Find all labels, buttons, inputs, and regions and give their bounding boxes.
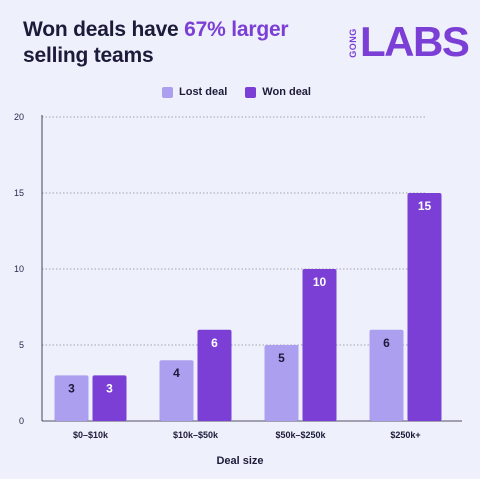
- bar-won: [302, 269, 337, 421]
- title-part1: Won deals have: [23, 18, 185, 41]
- data-label-lost: 4: [173, 366, 180, 380]
- data-label-lost: 3: [68, 381, 75, 395]
- title-accent: 67% larger: [184, 18, 289, 41]
- chart-title: Won deals have 67% larger selling teams: [23, 17, 289, 69]
- y-tick-label: 0: [19, 416, 24, 426]
- data-label-lost: 6: [383, 336, 390, 350]
- x-tick-label: $10k–$50k: [173, 430, 219, 440]
- x-axis-label: Deal size: [216, 455, 264, 467]
- y-tick-label: 15: [14, 188, 24, 198]
- data-label-won: 10: [313, 275, 327, 289]
- logo-text: LABS: [360, 18, 470, 65]
- legend-label-won: Won deal: [262, 86, 311, 98]
- gong-labs-logo: GONG LABS: [342, 20, 470, 64]
- x-tick-label: $250k+: [390, 430, 420, 440]
- y-tick-label: 20: [14, 112, 24, 122]
- bar-lost: [159, 360, 194, 421]
- bar-lost: [369, 329, 404, 421]
- legend-item-won: Won deal: [245, 86, 311, 98]
- data-label-won: 15: [418, 199, 432, 213]
- bar-won: [197, 329, 232, 421]
- bar-lost: [54, 375, 89, 421]
- legend-item-lost: Lost deal: [162, 86, 227, 98]
- bar-won: [407, 193, 442, 421]
- title-part2: selling teams: [23, 44, 154, 67]
- data-label-won: 6: [211, 336, 218, 350]
- data-label-won: 3: [106, 381, 113, 395]
- bar-lost: [264, 345, 299, 421]
- data-label-lost: 5: [278, 351, 285, 365]
- legend: Lost deal Won deal: [162, 86, 311, 98]
- x-tick-label: $50k–$250k: [275, 430, 326, 440]
- y-tick-label: 10: [14, 264, 24, 274]
- legend-label-lost: Lost deal: [179, 86, 228, 98]
- legend-swatch-won: [245, 86, 257, 98]
- x-tick-label: $0–$10k: [73, 430, 109, 440]
- legend-swatch-lost: [162, 86, 173, 98]
- bar-won: [92, 375, 127, 421]
- y-tick-label: 5: [19, 340, 24, 350]
